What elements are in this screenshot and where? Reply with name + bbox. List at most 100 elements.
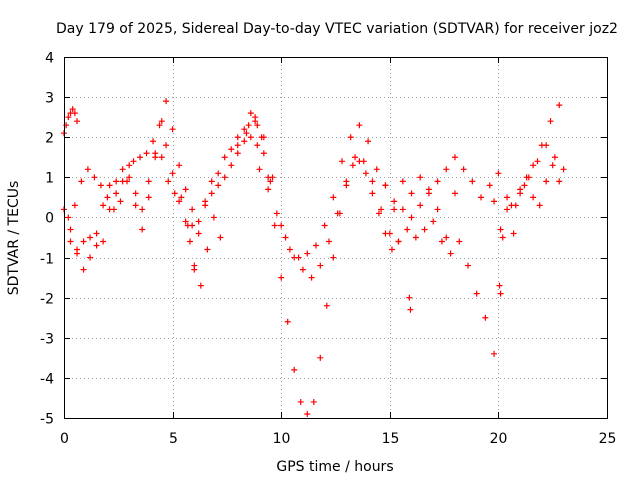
data-point <box>382 182 389 189</box>
data-point <box>234 134 241 141</box>
data-point <box>215 182 222 189</box>
x-tick-label: 15 <box>382 431 400 447</box>
data-point <box>252 114 259 121</box>
y-tick-label: 4 <box>45 51 54 67</box>
data-point <box>464 262 471 269</box>
data-point <box>304 410 311 417</box>
data-point <box>243 130 250 137</box>
data-point <box>221 154 228 161</box>
data-point <box>215 170 222 177</box>
data-point <box>504 194 511 201</box>
data-point <box>80 238 87 245</box>
data-point <box>234 142 241 149</box>
data-point <box>291 254 298 261</box>
data-point <box>80 266 87 273</box>
data-point <box>536 202 543 209</box>
data-point <box>195 218 202 225</box>
data-point <box>74 246 81 253</box>
data-point <box>106 182 113 189</box>
data-point <box>491 198 498 205</box>
data-point <box>406 294 413 301</box>
data-point <box>378 206 385 213</box>
data-point <box>93 230 100 237</box>
x-axis-label: GPS time / hours <box>276 459 393 475</box>
data-point <box>395 238 402 245</box>
data-point <box>412 234 419 241</box>
data-point <box>210 214 217 221</box>
data-point <box>158 118 165 125</box>
data-point <box>65 214 72 221</box>
y-tick-label: 2 <box>45 131 54 147</box>
data-point <box>247 134 254 141</box>
data-point <box>330 254 337 261</box>
data-point <box>176 198 183 205</box>
data-point <box>113 178 120 185</box>
data-point <box>551 154 558 161</box>
data-point <box>547 118 554 125</box>
data-point <box>189 206 196 213</box>
data-point <box>260 150 267 157</box>
data-point <box>473 290 480 297</box>
data-point <box>204 246 211 253</box>
data-point <box>349 162 356 169</box>
data-point <box>156 122 163 129</box>
data-point <box>330 194 337 201</box>
data-point <box>126 174 133 181</box>
data-point <box>334 210 341 217</box>
x-tick-label: 20 <box>490 431 508 447</box>
data-point <box>117 198 124 205</box>
data-point <box>100 202 107 209</box>
data-point <box>271 222 278 229</box>
data-point <box>438 238 445 245</box>
data-point <box>145 178 152 185</box>
data-point <box>254 122 261 129</box>
data-point <box>391 198 398 205</box>
data-point <box>169 170 176 177</box>
data-point <box>278 274 285 281</box>
data-point <box>451 154 458 161</box>
data-point <box>241 126 248 133</box>
data-point <box>97 182 104 189</box>
data-point <box>460 166 467 173</box>
y-tick-label: -4 <box>40 372 54 388</box>
data-point <box>549 162 556 169</box>
data-point <box>65 114 72 121</box>
data-point <box>407 306 414 313</box>
data-point <box>269 174 276 181</box>
data-point <box>132 202 139 209</box>
data-point <box>93 242 100 249</box>
data-point <box>221 174 228 181</box>
data-point <box>504 206 511 213</box>
data-point <box>517 190 524 197</box>
x-tick-label: 10 <box>273 431 291 447</box>
data-point <box>100 238 107 245</box>
data-point <box>152 150 159 157</box>
data-point <box>434 206 441 213</box>
y-tick-label: -1 <box>40 252 54 268</box>
data-point <box>217 234 224 241</box>
data-point <box>523 174 530 181</box>
data-point <box>469 178 476 185</box>
data-point <box>176 162 183 169</box>
data-point <box>78 178 85 185</box>
data-point <box>139 206 146 213</box>
grid <box>64 57 607 418</box>
data-point <box>178 194 185 201</box>
data-point <box>113 190 120 197</box>
data-point <box>273 210 280 217</box>
data-point <box>84 166 91 173</box>
data-point <box>491 350 498 357</box>
data-point <box>184 222 191 229</box>
data-point <box>352 154 359 161</box>
data-point <box>399 178 406 185</box>
data-point <box>123 178 130 185</box>
data-point <box>447 250 454 257</box>
data-point <box>404 226 411 233</box>
data-point <box>197 282 204 289</box>
data-point <box>299 266 306 273</box>
data-point <box>430 218 437 225</box>
data-point <box>478 194 485 201</box>
data-point <box>247 110 254 117</box>
data-point <box>456 238 463 245</box>
data-point <box>130 158 137 165</box>
